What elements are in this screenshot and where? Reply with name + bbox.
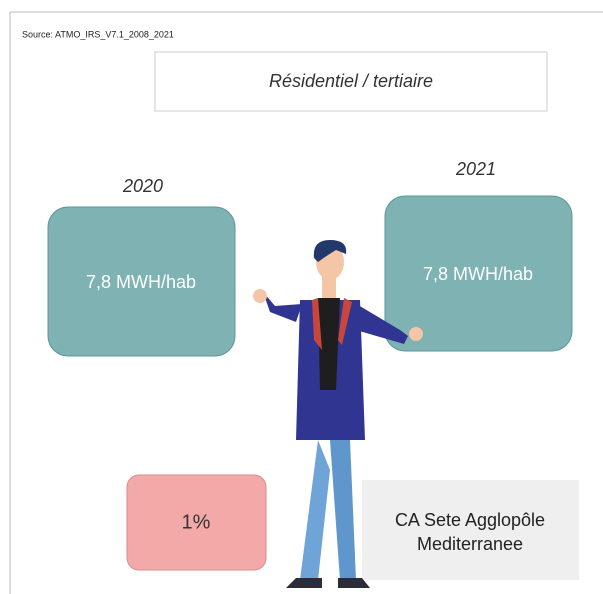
territory-line: CA Sete Agglopôle bbox=[395, 510, 545, 530]
value: 7,8 MWH/hab bbox=[423, 264, 533, 284]
territory-line: Mediterranee bbox=[417, 534, 523, 554]
year-label: 2021 bbox=[455, 159, 496, 179]
source: Source: ATMO_IRS_V7.1_2008_2021 bbox=[22, 29, 174, 39]
territory-box bbox=[362, 480, 579, 580]
value-box bbox=[384, 195, 573, 352]
change-box bbox=[126, 474, 267, 571]
value: 7,8 MWH/hab bbox=[86, 272, 196, 292]
title-box bbox=[154, 51, 548, 112]
person-illustration bbox=[253, 240, 423, 588]
change: 1% bbox=[182, 511, 211, 533]
title: Résidentiel / tertiaire bbox=[269, 71, 433, 91]
year-label: 2020 bbox=[122, 176, 163, 196]
value-box bbox=[47, 206, 236, 357]
